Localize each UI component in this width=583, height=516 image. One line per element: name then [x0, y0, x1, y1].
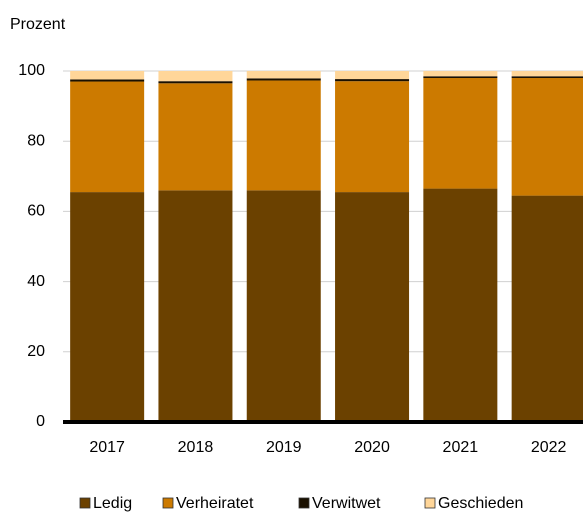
x-tick-label: 2020	[354, 439, 390, 456]
bar-segment	[423, 188, 498, 422]
legend-swatch	[298, 497, 310, 509]
bar-segment	[335, 79, 410, 82]
x-tick-label: 2018	[178, 439, 214, 456]
bar-segment	[335, 81, 410, 193]
bar-segment	[70, 192, 145, 422]
bar-segment	[70, 71, 145, 80]
bar-segment	[423, 78, 498, 189]
legend-label: Verwitwet	[312, 495, 381, 512]
legend-swatch	[162, 497, 174, 509]
legend-label: Ledig	[93, 495, 132, 512]
y-axis-label: Prozent	[10, 16, 66, 33]
bar-segment	[158, 83, 233, 191]
y-tick-label: 100	[18, 62, 45, 79]
bar-segment	[423, 76, 498, 79]
bar-segment	[246, 190, 321, 422]
x-tick-label: 2017	[89, 439, 125, 456]
bar-segment	[511, 76, 583, 79]
bar-segment	[335, 71, 410, 80]
bar-segment	[511, 71, 583, 77]
bar-segment	[246, 80, 321, 191]
legend-label: Geschieden	[438, 495, 523, 512]
legend-swatch	[79, 497, 91, 509]
legend-swatch	[424, 497, 436, 509]
y-tick-label: 60	[27, 203, 45, 220]
y-tick-label: 0	[36, 413, 45, 430]
bar-segment	[246, 71, 321, 79]
bar-segment	[70, 79, 145, 82]
bar-segment	[158, 71, 233, 82]
x-tick-label: 2019	[266, 439, 302, 456]
bar-segment	[335, 192, 410, 422]
bar-segment	[511, 78, 583, 196]
bar-segment	[158, 190, 233, 422]
bar-segment	[423, 71, 498, 77]
bar-segment	[70, 81, 145, 193]
y-tick-label: 80	[27, 132, 45, 149]
bar-segment	[246, 78, 321, 81]
legend-label: Verheiratet	[176, 495, 254, 512]
bar-segment	[158, 81, 233, 84]
bar-segment	[511, 195, 583, 422]
y-tick-label: 40	[27, 273, 45, 290]
x-tick-label: 2022	[531, 439, 567, 456]
y-tick-label: 20	[27, 343, 45, 360]
x-tick-label: 2021	[443, 439, 479, 456]
